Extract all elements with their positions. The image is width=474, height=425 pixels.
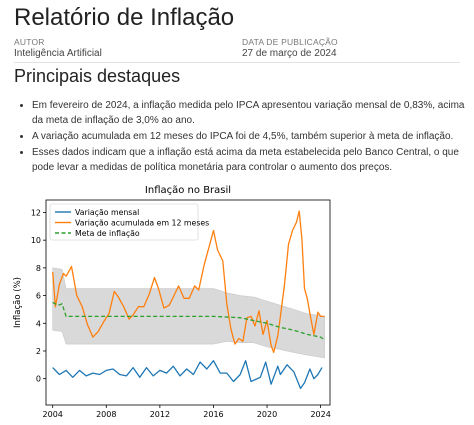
list-item: A variação acumulada em 12 meses do IPCA…: [32, 129, 472, 144]
inflation-chart: Inflação no Brasil 0 2 4 6 8 10 12 2004 2008 2012 2…: [0, 180, 474, 420]
list-item: Em fevereiro de 2024, a inflação medida …: [32, 98, 472, 128]
y-tick-label: 4: [36, 319, 41, 328]
x-tick-label: 2024: [310, 410, 330, 419]
series-line-2: [52, 301, 325, 341]
plot-frame: [45, 199, 331, 406]
divider: [14, 62, 460, 63]
chart-title: Inflação no Brasil: [145, 185, 231, 196]
x-tick-label: 2008: [96, 410, 116, 419]
section-title: Principais destaques: [14, 66, 181, 86]
x-tick-label: 2012: [150, 410, 170, 419]
list-item: Esses dados indicam que a inflação está …: [32, 145, 472, 175]
y-tick-label: 0: [36, 375, 41, 384]
date-value: 27 de março de 2024: [242, 48, 337, 59]
y-tick-label: 12: [31, 208, 41, 217]
tolerance-band: [52, 267, 325, 359]
y-tick-label: 2: [36, 347, 41, 356]
legend-label: Variação acumulada em 12 meses: [75, 219, 209, 228]
series-line-1: [52, 210, 325, 354]
y-axis-label: Inflação (%): [13, 277, 23, 328]
highlights-list: Em fevereiro de 2024, a inflação medida …: [18, 98, 472, 176]
legend-label: Meta de inflação: [75, 229, 140, 238]
legend-box: [49, 203, 199, 241]
x-tick-label: 2004: [43, 410, 63, 419]
legend-label: Variação mensal: [75, 208, 139, 217]
date-label: DATA DE PUBLICAÇÃO: [242, 37, 338, 47]
x-tick-label: 2020: [257, 410, 277, 419]
x-tick-label: 2016: [203, 410, 223, 419]
y-tick-label: 8: [36, 264, 41, 273]
y-tick-label: 10: [31, 236, 41, 245]
author-value: Inteligência Artificial: [14, 48, 102, 59]
chart-svg: Inflação no Brasil 0 2 4 6 8 10 12 2004 2008 2012 2…: [13, 185, 331, 419]
author-label: AUTOR: [14, 37, 45, 47]
y-tick-label: 6: [36, 292, 41, 301]
series-line-0: [52, 360, 323, 390]
report-title: Relatório de Inflação: [14, 4, 235, 31]
